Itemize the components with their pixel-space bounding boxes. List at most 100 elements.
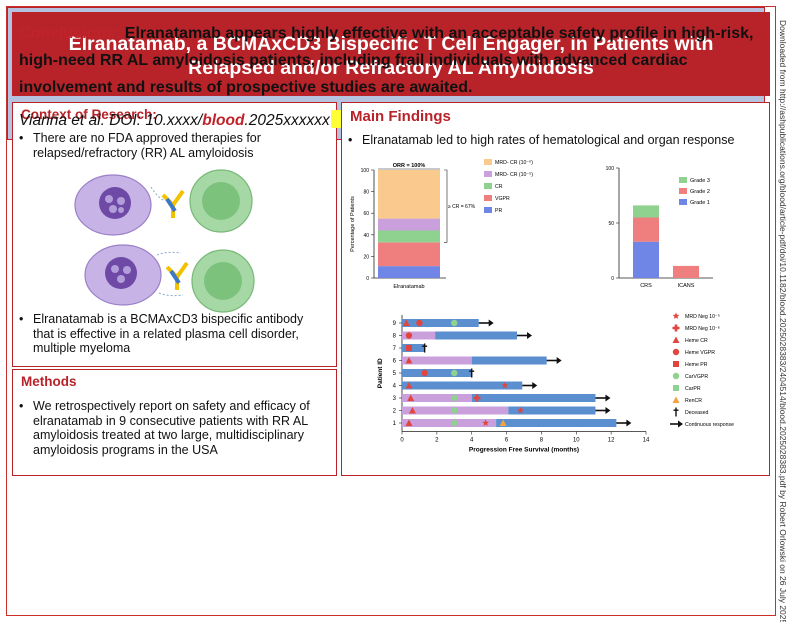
legend-label: PR bbox=[495, 208, 502, 214]
legend-label: MRD Neg 10⁻⁶ bbox=[685, 326, 720, 332]
mrd-neg-5-marker bbox=[482, 419, 490, 426]
y-tick-label: 0 bbox=[611, 276, 614, 282]
legend-label: Grade 3 bbox=[690, 178, 710, 184]
bar-segment bbox=[633, 241, 659, 278]
conclusions-text: Elranatamab appears highly effective wit… bbox=[19, 25, 754, 96]
citation-suffix: .2025xxxxxx bbox=[244, 112, 330, 129]
legend-label: RenCR bbox=[685, 398, 702, 404]
swim-bar-blue bbox=[402, 319, 479, 327]
x-tick-label: 14 bbox=[643, 438, 650, 444]
legend-label: MRD- CR (10⁻⁶) bbox=[495, 160, 533, 166]
citation: Vianna et al. DOI: 10.xxxx/blood.2025xxx… bbox=[19, 110, 341, 130]
ren-cr-marker bbox=[672, 396, 680, 403]
legend-label: CarPR bbox=[685, 386, 701, 392]
y-tick-label: 100 bbox=[606, 166, 615, 172]
y-tick-label: 0 bbox=[366, 276, 369, 282]
swim-bar-purple bbox=[402, 356, 472, 365]
x-tick-label: 0 bbox=[400, 438, 404, 444]
bar-segment bbox=[378, 170, 440, 219]
cr-annotation: ≥ CR = 67% bbox=[448, 204, 476, 210]
poster-title: Elranatamab, a BCMAxCD3 Bispecific T Cel… bbox=[12, 12, 770, 96]
deceased-marker bbox=[673, 407, 679, 417]
poster: Elranatamab, a BCMAxCD3 Bispecific T Cel… bbox=[6, 6, 776, 616]
legend-swatch bbox=[484, 195, 492, 201]
x-tick-label: 6 bbox=[505, 438, 509, 444]
bar-segment bbox=[378, 218, 440, 231]
heme-vgpr-marker bbox=[421, 369, 428, 377]
heme-cr-marker bbox=[672, 336, 680, 343]
legend-swatch bbox=[484, 183, 492, 189]
plasma-cell-bottom bbox=[84, 244, 162, 306]
x-tick-label: 8 bbox=[540, 438, 544, 444]
continuous-arrow-head bbox=[605, 407, 611, 414]
car-vgpr-marker bbox=[451, 419, 458, 427]
legend-label: VGPR bbox=[495, 196, 510, 202]
patient-id-label: 1 bbox=[393, 421, 397, 427]
methods-section: Methods We retrospectively report on saf… bbox=[12, 369, 337, 476]
legend-label: Heme VGPR bbox=[685, 350, 715, 356]
x-tick-label: ICANS bbox=[678, 283, 695, 288]
swim-bar-purple bbox=[402, 394, 472, 402]
crs-icans-chart: 0 50 100 CRS ICANS Grade 3 Grade 2 Grade 1 bbox=[606, 166, 713, 288]
x-tick-label: Elranatamab bbox=[393, 284, 424, 290]
car-vgpr-marker bbox=[451, 394, 458, 402]
download-note-text: Downloaded from http://ashpublications.o… bbox=[778, 20, 788, 622]
heme-cr-marker bbox=[405, 419, 413, 426]
ren-cr-marker bbox=[499, 419, 507, 426]
continuous-arrow-head bbox=[556, 357, 562, 364]
legend-swatch bbox=[679, 177, 687, 183]
y-tick-label: 40 bbox=[363, 233, 369, 239]
bispecific-antibody-bottom bbox=[156, 251, 189, 297]
bar-segment bbox=[378, 230, 440, 243]
heme-cr-marker bbox=[405, 382, 413, 389]
download-note: Downloaded from http://ashpublications.o… bbox=[776, 20, 790, 622]
swim-bar-purple bbox=[402, 331, 436, 340]
car-vgpr-marker bbox=[451, 319, 458, 327]
heme-vgpr-marker bbox=[405, 332, 413, 339]
mrd-neg-5-marker bbox=[517, 406, 524, 414]
context-bullet-1: There are no FDA approved therapies for … bbox=[15, 131, 328, 160]
legend-swatch bbox=[484, 207, 492, 213]
continuous-legend-arrow bbox=[678, 420, 683, 428]
context-bullet-2: Elranatamab is a BCMAxCD3 bispecific ant… bbox=[15, 312, 325, 356]
x-tick-label: CRS bbox=[640, 283, 652, 288]
heme-cr-marker bbox=[402, 319, 410, 326]
swim-bar-blue bbox=[402, 344, 425, 352]
conclusions-label: Conclusions: bbox=[19, 25, 121, 42]
mrd-neg-6-marker bbox=[473, 394, 481, 402]
swim-bar-blue bbox=[496, 419, 617, 427]
swim-bar-blue bbox=[508, 406, 596, 415]
citation-journal: blood bbox=[202, 112, 245, 129]
x-tick-label: 12 bbox=[608, 438, 615, 444]
bar-segment bbox=[673, 265, 699, 278]
car-pr-marker bbox=[673, 385, 679, 391]
legend-label: Heme CR bbox=[685, 338, 708, 344]
y-tick-label: 60 bbox=[363, 211, 369, 217]
heme-pr-marker bbox=[405, 345, 412, 351]
y-axis-label: Percentage of Patients bbox=[350, 196, 356, 252]
cr-bracket bbox=[444, 169, 448, 243]
mrd-neg-6-marker bbox=[672, 324, 680, 332]
deceased-marker bbox=[422, 343, 428, 353]
legend-label: MRD- CR (10⁻⁵) bbox=[495, 172, 533, 178]
car-vgpr-marker bbox=[451, 369, 458, 377]
legend-swatch bbox=[484, 171, 492, 177]
y-tick-label: 20 bbox=[363, 254, 369, 260]
patient-id-label: 3 bbox=[393, 396, 397, 402]
y-axis-label: Patient ID bbox=[377, 358, 384, 388]
patient-id-label: 5 bbox=[393, 371, 397, 377]
swim-bar-purple bbox=[402, 419, 497, 427]
heme-cr-marker bbox=[405, 357, 413, 364]
legend-label: Grade 1 bbox=[690, 200, 710, 206]
deceased-marker bbox=[469, 368, 475, 378]
bar-segment bbox=[633, 217, 659, 242]
legend-swatch bbox=[679, 199, 687, 205]
methods-bullet-1: We retrospectively report on safety and … bbox=[15, 399, 326, 457]
context-title: Context of Research: bbox=[21, 107, 157, 122]
plasma-cell-top bbox=[74, 174, 152, 236]
swim-bar-blue bbox=[435, 331, 518, 340]
findings-title: Main Findings bbox=[350, 108, 451, 125]
y-tick-label: 50 bbox=[608, 221, 614, 227]
patient-id-label: 8 bbox=[393, 334, 397, 340]
